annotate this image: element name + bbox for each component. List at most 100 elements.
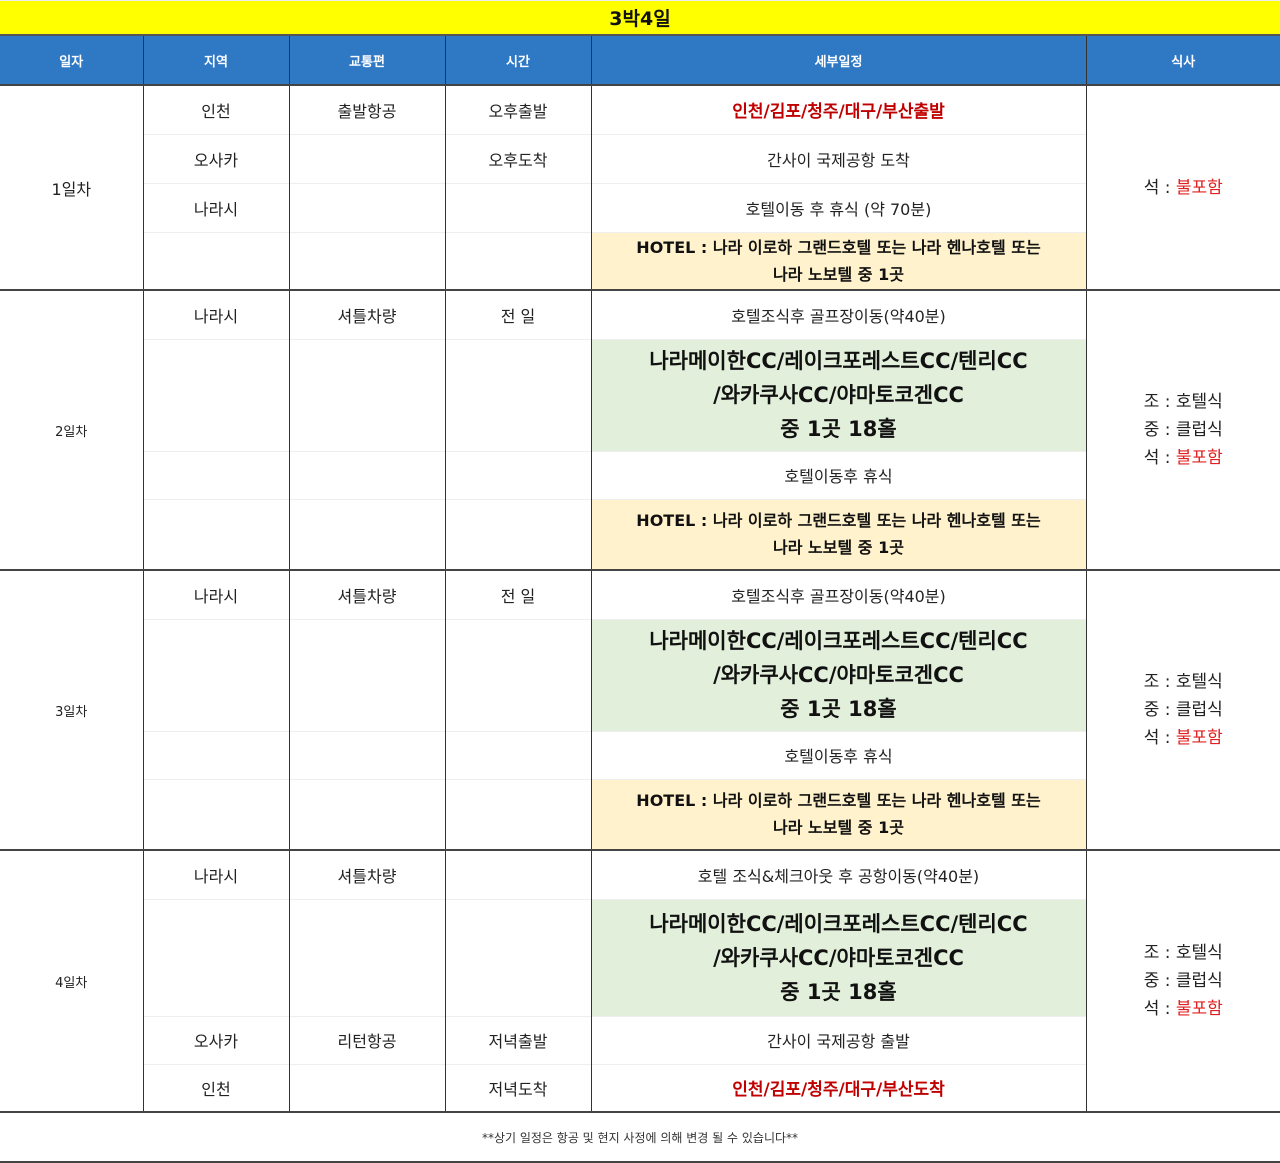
header-row: 일자 지역 교통편 시간 세부일정 식사: [0, 35, 1280, 85]
region-cell: 나라시: [142, 182, 289, 232]
meal-value: 호텔식: [1175, 392, 1223, 412]
meal-value: 불포함: [1175, 728, 1223, 748]
region-cell: 인천: [142, 1063, 289, 1112]
meal-type: 중 :: [1143, 700, 1176, 720]
day-label: 2일차: [0, 289, 143, 570]
transport-cell: 셔틀차량: [288, 569, 445, 619]
meal-type: 석 :: [1143, 448, 1176, 468]
meal-type: 석 :: [1143, 177, 1176, 198]
transport-cell: 출발항공: [288, 84, 445, 134]
header-day: 일자: [0, 35, 143, 85]
header-region: 지역: [142, 35, 289, 85]
time-cell: [444, 849, 591, 899]
detail-cell: 호텔조식후 골프장이동(약40분): [590, 289, 1086, 339]
transport-cell: 셔틀차량: [288, 289, 445, 339]
detail-cell: HOTEL : 나라 이로하 그랜드호텔 또는 나라 헨나호텔 또는 나라 노보텔…: [590, 778, 1086, 850]
table-row: 나라메이한CC/레이크포레스트CC/텐리CC/와카쿠사CC/야마토코겐CC 중 1…: [0, 618, 1280, 731]
meal-type: 석 :: [1143, 728, 1176, 748]
detail-cell: 간사이 국제공항 출발: [590, 1015, 1086, 1064]
meals-cell: 조 : 호텔식 중 : 클럽식 석 : 불포함: [1085, 289, 1280, 570]
time-cell: 전 일: [444, 569, 591, 619]
region-cell: [142, 898, 289, 1016]
header-meals: 식사: [1085, 35, 1280, 85]
transport-cell: [288, 1063, 445, 1112]
region-cell: [142, 450, 289, 499]
time-cell: [444, 898, 591, 1016]
time-cell: 저녁도착: [444, 1063, 591, 1112]
table-row: HOTEL : 나라 이로하 그랜드호텔 또는 나라 헨나호텔 또는 나라 노보텔…: [0, 778, 1280, 850]
table-row: 나라메이한CC/레이크포레스트CC/텐리CC/와카쿠사CC/야마토코겐CC 중 1…: [0, 338, 1280, 451]
time-cell: 저녁출발: [444, 1015, 591, 1064]
region-cell: [142, 338, 289, 451]
region-cell: [142, 498, 289, 570]
detail-cell: 호텔조식후 골프장이동(약40분): [590, 569, 1086, 619]
detail-cell: HOTEL : 나라 이로하 그랜드호텔 또는 나라 헨나호텔 또는 나라 노보텔…: [590, 231, 1086, 290]
detail-cell: 간사이 국제공항 도착: [590, 133, 1086, 183]
region-cell: 오사카: [142, 133, 289, 183]
detail-cell: 호텔이동 후 휴식 (약 70분): [590, 182, 1086, 232]
time-cell: [444, 338, 591, 451]
meals-cell: 석 : 불포함: [1085, 84, 1280, 290]
region-cell: [142, 778, 289, 850]
transport-cell: 셔틀차량: [288, 849, 445, 899]
meal-type: 조 :: [1143, 672, 1176, 692]
detail-cell: 나라메이한CC/레이크포레스트CC/텐리CC/와카쿠사CC/야마토코겐CC 중 1…: [590, 898, 1086, 1016]
table-row: HOTEL : 나라 이로하 그랜드호텔 또는 나라 헨나호텔 또는 나라 노보텔…: [0, 498, 1280, 570]
header-detail: 세부일정: [590, 35, 1086, 85]
time-cell: [444, 231, 591, 290]
meal-type: 중 :: [1143, 420, 1176, 440]
region-cell: 오사카: [142, 1015, 289, 1064]
day-label: 3일차: [0, 569, 143, 850]
region-cell: 나라시: [142, 289, 289, 339]
table-row: 오사카 오후도착 간사이 국제공항 도착: [0, 133, 1280, 183]
meal-value: 불포함: [1175, 448, 1223, 468]
region-cell: [142, 730, 289, 779]
table-row: 나라시 호텔이동 후 휴식 (약 70분): [0, 182, 1280, 232]
transport-cell: [288, 730, 445, 779]
time-cell: 오후출발: [444, 84, 591, 134]
meal-type: 조 :: [1143, 943, 1176, 963]
transport-cell: [288, 778, 445, 850]
detail-cell: 나라메이한CC/레이크포레스트CC/텐리CC/와카쿠사CC/야마토코겐CC 중 1…: [590, 618, 1086, 731]
header-time: 시간: [444, 35, 591, 85]
table-row: 호텔이동후 휴식: [0, 450, 1280, 499]
meals-cell: 조 : 호텔식 중 : 클럽식 석 : 불포함: [1085, 569, 1280, 850]
detail-cell: 인천/김포/청주/대구/부산도착: [590, 1063, 1086, 1112]
detail-cell: 호텔이동후 휴식: [590, 450, 1086, 499]
meal-value: 클럽식: [1175, 420, 1223, 440]
time-cell: 전 일: [444, 289, 591, 339]
transport-cell: [288, 498, 445, 570]
meal-value: 불포함: [1175, 999, 1223, 1019]
meal-type: 석 :: [1143, 999, 1176, 1019]
day-label: 1일차: [0, 84, 143, 290]
table-row: 인천 저녁도착 인천/김포/청주/대구/부산도착: [0, 1063, 1280, 1112]
transport-cell: [288, 618, 445, 731]
header-transport: 교통편: [288, 35, 445, 85]
region-cell: 나라시: [142, 569, 289, 619]
transport-cell: [288, 338, 445, 451]
transport-cell: 리턴항공: [288, 1015, 445, 1064]
transport-cell: [288, 898, 445, 1016]
table-row: 4일차 나라시 셔틀차량 호텔 조식&체크아웃 후 공항이동(약40분) 조 : 호텔식…: [0, 849, 1280, 1112]
table-title: 3박4일: [0, 0, 1280, 36]
footer-note: **상기 일정은 항공 및 현지 사정에 의해 변경 될 수 있습니다**: [0, 1111, 1280, 1163]
detail-cell: HOTEL : 나라 이로하 그랜드호텔 또는 나라 헨나호텔 또는 나라 노보텔…: [590, 498, 1086, 570]
transport-cell: [288, 450, 445, 499]
transport-cell: [288, 133, 445, 183]
time-cell: [444, 182, 591, 232]
meal-value: 호텔식: [1175, 943, 1223, 963]
region-cell: [142, 231, 289, 290]
time-cell: [444, 498, 591, 570]
meal-type: 중 :: [1143, 971, 1176, 991]
detail-cell: 인천/김포/청주/대구/부산출발: [590, 84, 1086, 134]
table-row: HOTEL : 나라 이로하 그랜드호텔 또는 나라 헨나호텔 또는 나라 노보텔…: [0, 231, 1280, 290]
meal-value: 클럽식: [1175, 971, 1223, 991]
time-cell: [444, 618, 591, 731]
time-cell: [444, 730, 591, 779]
transport-cell: [288, 182, 445, 232]
meal-value: 호텔식: [1175, 672, 1223, 692]
day-label: 4일차: [0, 849, 143, 1112]
